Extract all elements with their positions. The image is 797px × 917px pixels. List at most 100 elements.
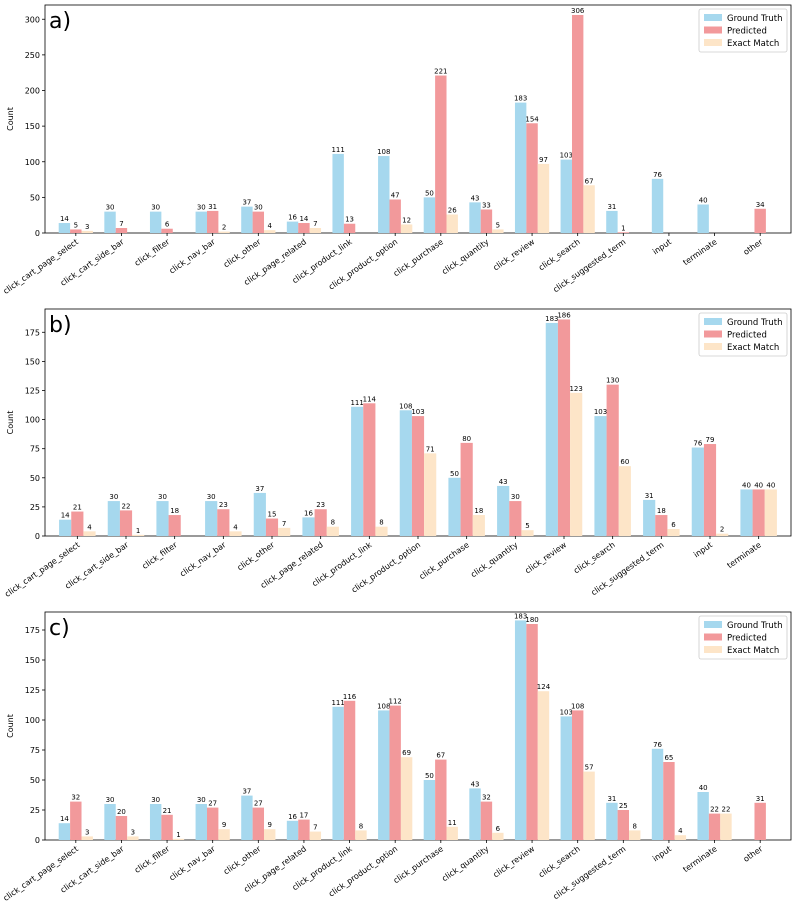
bar-predicted [115,816,128,840]
bar-exact-match [264,829,276,840]
bar-ground-truth [651,748,664,840]
bar-exact-match [570,392,583,536]
bar-predicted [265,518,279,536]
bar-predicted [389,199,401,233]
bar-value-label: 32 [71,794,80,802]
bar-value-label: 123 [569,385,582,393]
bar-value-label: 16 [288,813,297,821]
x-tick-label: click_search [572,540,617,575]
y-tick-label: 125 [25,686,40,695]
legend: Ground Truth Predicted Exact Match [698,8,788,53]
bar-predicted [571,14,584,233]
bar-exact-match [667,529,680,536]
bar-value-label: 114 [363,395,377,403]
bar-value-label: 30 [158,493,167,501]
x-tick-label: click_other [236,540,277,573]
bar-value-label: 20 [117,808,126,816]
bar-value-label: 9 [222,821,226,829]
bar-value-label: 7 [119,220,123,228]
legend-swatch [704,318,722,325]
bar-value-label: 3 [131,828,135,836]
bar-predicted [617,810,630,840]
bar-value-label: 37 [255,485,264,493]
bar-value-label: 154 [525,115,539,123]
bar-ground-truth [514,620,527,840]
bar-ground-truth [560,159,572,233]
y-tick-label: 175 [25,626,40,635]
x-tick-label: click_purchase [418,540,471,581]
bar-value-label: 25 [619,802,628,810]
bar-value-label: 30 [151,204,160,212]
x-tick-label: click_quantity [469,540,520,579]
bar-value-label: 14 [61,512,70,520]
bar-value-label: 111 [331,699,344,707]
bar-predicted [115,228,128,233]
bar-predicted [617,232,630,233]
y-axis-label: Count [6,411,15,435]
bar-predicted [509,501,522,536]
x-tick-label: click_purchase [392,237,445,278]
bar-value-label: 6 [165,221,170,229]
bar-value-label: 111 [350,399,363,407]
bar-value-label: 111 [331,146,344,154]
bar-value-label: 43 [471,194,480,202]
legend-entry: Predicted [727,27,767,37]
x-tick-label: click_search [537,237,582,272]
bar-value-label: 108 [399,402,412,410]
bar-value-label: 30 [151,796,160,804]
bar-exact-match [472,515,485,536]
bar-predicted [435,75,447,233]
bar-value-label: 5 [525,522,529,530]
bar-value-label: 11 [448,819,457,827]
bar-exact-match [492,832,504,840]
bar-value-label: 27 [208,800,217,808]
bar-value-label: 31 [607,203,616,211]
bar-ground-truth [302,517,315,536]
bar-ground-truth [58,223,71,233]
bar-value-label: 14 [299,215,308,223]
bar-value-label: 108 [377,148,390,156]
bar-value-label: 30 [109,493,118,501]
bar-value-label: 40 [699,197,708,205]
bar-value-label: 103 [560,708,573,716]
bar-ground-truth [149,804,162,840]
bar-exact-match [400,224,413,233]
bar-value-label: 4 [87,523,92,531]
bar-predicted [161,814,173,840]
x-tick-label: click_nav_bar [168,844,218,883]
bar-value-label: 26 [448,206,457,214]
x-tick-label: click_purchase [392,844,445,885]
bar-value-label: 221 [434,68,447,76]
bar-value-label: 21 [73,504,82,512]
bar-ground-truth [560,716,572,840]
x-tick-label: other [742,844,765,864]
y-tick-label: 50 [30,474,40,483]
bar-exact-match [629,830,641,840]
legend-swatch [704,14,722,21]
bar-ground-truth [205,501,218,536]
y-tick-label: 100 [25,158,40,167]
legend-entry: Exact Match [727,39,779,49]
legend-entry: Ground Truth [727,14,783,24]
bar-ground-truth [606,802,618,840]
bar-predicted [252,807,265,840]
bar-value-label: 40 [766,481,775,489]
bar-ground-truth [195,804,207,840]
y-tick-label: 250 [25,51,40,60]
bar-value-label: 23 [219,501,228,509]
bar-exact-match [583,185,595,233]
x-tick-label: terminate [681,844,718,874]
bar-value-label: 71 [426,445,435,453]
x-tick-label: terminate [725,540,762,570]
bar-predicted [206,210,219,233]
bar-value-label: 1 [621,224,625,232]
bar-value-label: 67 [436,752,445,760]
bar-ground-truth [332,153,344,233]
bar-exact-match [764,489,777,536]
bar-predicted [161,228,173,233]
bar-predicted [655,515,668,536]
bar-predicted [119,510,133,536]
bar-value-label: 30 [254,204,263,212]
bar-predicted [343,700,356,840]
legend-swatch [704,646,722,653]
